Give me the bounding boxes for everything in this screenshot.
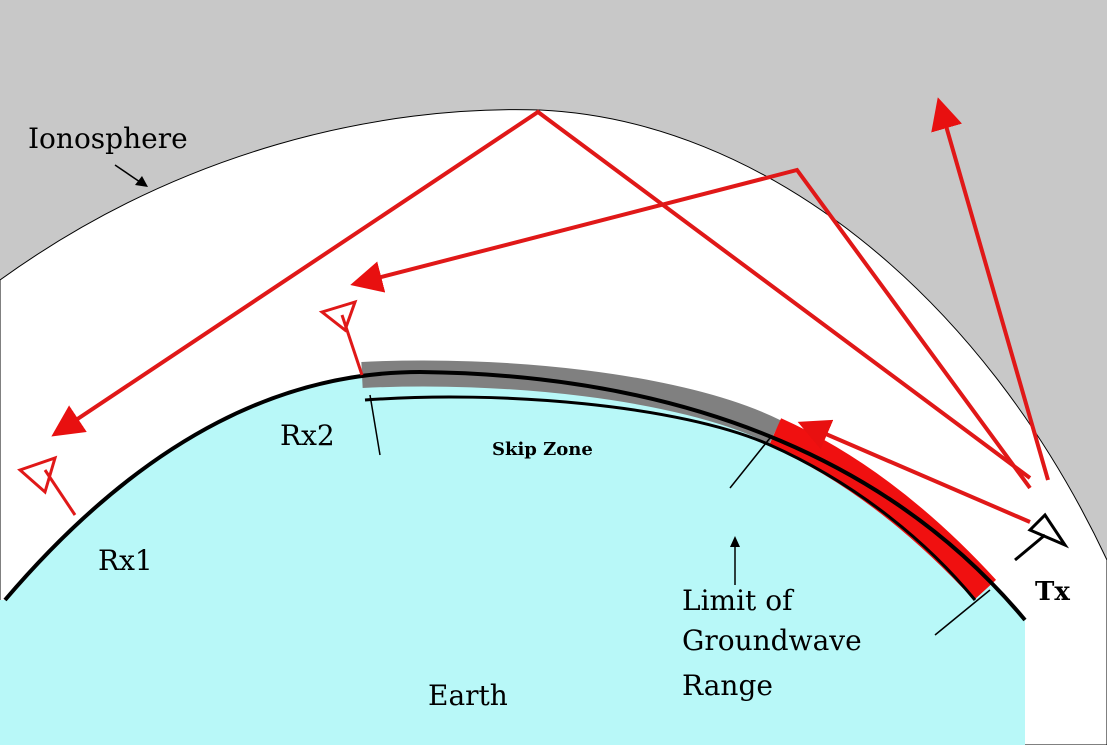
rx2-pointer xyxy=(369,394,381,456)
label: Groundwave xyxy=(682,624,862,657)
earth xyxy=(0,372,1025,745)
ray-escape xyxy=(931,97,1050,481)
label: Ionosphere xyxy=(28,122,188,155)
limit-pointer xyxy=(729,437,771,489)
rays xyxy=(51,97,1050,524)
ray-ground xyxy=(797,419,1031,524)
ionosphere-arrowhead xyxy=(135,176,148,187)
label: Earth xyxy=(428,679,508,712)
label: Range xyxy=(682,669,773,702)
label: Tx xyxy=(1035,577,1070,607)
rx2-antenna xyxy=(318,299,364,376)
tx-antenna xyxy=(1014,512,1070,562)
label: Rx1 xyxy=(98,544,153,577)
ionosphere-pointer xyxy=(114,164,141,183)
ray-rx2 xyxy=(350,167,1032,490)
label: Rx2 xyxy=(280,419,335,452)
earth-surface xyxy=(3,369,1027,622)
band-inner-edge xyxy=(364,395,977,601)
label: Skip Zone xyxy=(492,439,593,460)
label: Limit of xyxy=(682,584,795,617)
ray-rx1 xyxy=(51,109,1032,480)
limit-pointer-2 xyxy=(934,589,991,636)
rx1-antenna xyxy=(17,455,77,516)
limit-arrowhead xyxy=(730,536,740,547)
